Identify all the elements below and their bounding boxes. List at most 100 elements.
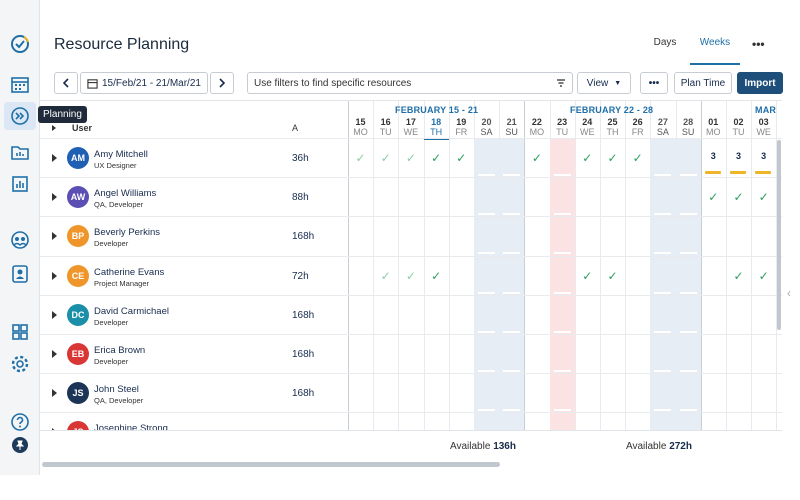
header-expander-icon[interactable] xyxy=(52,125,56,131)
gear-icon[interactable] xyxy=(8,352,32,376)
full-allocation-check-icon[interactable]: ✓ xyxy=(632,151,643,165)
resource-row[interactable]: JS John Steel QA, Developer 168h xyxy=(40,373,782,412)
day-header[interactable]: 22 MO xyxy=(524,117,549,137)
full-allocation-check-icon[interactable]: ✓ xyxy=(431,268,442,283)
resource-row[interactable]: EB Erica Brown Developer 168h xyxy=(40,334,782,373)
full-allocation-check-icon[interactable]: ✓ xyxy=(456,151,467,165)
partial-allocation-check-icon[interactable]: ✓ xyxy=(355,151,366,165)
app-logo-check-icon[interactable] xyxy=(8,32,32,56)
row-expand-icon[interactable] xyxy=(52,389,57,398)
full-allocation-check-icon[interactable]: ✓ xyxy=(531,151,542,165)
apps-grid-icon[interactable] xyxy=(8,320,32,344)
full-allocation-check-icon[interactable]: ✓ xyxy=(733,190,744,205)
allocated-hours-count[interactable]: 3 xyxy=(710,151,716,161)
resource-row[interactable]: AW Angel Williams QA, Developer 88h ✓ ✓ ✓ xyxy=(40,177,782,216)
full-allocation-check-icon[interactable]: ✓ xyxy=(708,190,719,205)
resource-row[interactable]: AM Amy Mitchell UX Designer 36h ✓ ✓ ✓ ✓ ✓ ✓ ✓ ✓ ✓ 3 3 3 xyxy=(40,138,782,177)
day-header[interactable]: 28 SU xyxy=(676,117,701,137)
date-range-picker[interactable]: 15/Feb/21 - 21/Mar/21 xyxy=(80,72,208,94)
collapse-panel-chevron-icon[interactable]: ‹ xyxy=(787,286,791,300)
day-header[interactable]: 23 TU xyxy=(550,117,575,137)
header-more-icon[interactable]: ••• xyxy=(752,37,765,51)
full-allocation-check-icon[interactable]: ✓ xyxy=(582,151,593,165)
tab-weeks[interactable]: Weeks xyxy=(690,37,740,65)
resource-name[interactable]: John Steel xyxy=(94,384,139,396)
resource-name[interactable]: Beverly Perkins xyxy=(94,227,160,239)
day-marker xyxy=(503,252,521,255)
row-expand-icon[interactable] xyxy=(52,350,57,358)
day-header[interactable]: 17 WE xyxy=(398,117,423,137)
user-column-header[interactable]: User xyxy=(72,123,93,133)
day-marker xyxy=(478,174,495,176)
allocated-hours-count[interactable]: 3 xyxy=(735,151,741,161)
full-allocation-check-icon[interactable]: ✓ xyxy=(733,268,744,283)
plan-time-button[interactable]: Plan Time xyxy=(674,72,732,94)
partial-allocation-check-icon[interactable]: ✓ xyxy=(405,268,416,283)
day-header[interactable]: 24 WE xyxy=(575,117,600,137)
day-header[interactable]: 16 TU xyxy=(373,117,398,137)
row-expand-icon[interactable] xyxy=(52,428,57,430)
partial-allocation-check-icon[interactable]: ✓ xyxy=(405,151,416,165)
row-expand-icon[interactable] xyxy=(52,271,57,280)
more-options-button[interactable]: ••• xyxy=(640,72,668,94)
day-header[interactable]: 27 SA xyxy=(650,117,675,137)
full-allocation-check-icon[interactable]: ✓ xyxy=(607,151,618,165)
tab-days[interactable]: Days xyxy=(653,37,677,48)
team-icon[interactable] xyxy=(8,228,32,252)
day-header[interactable]: 20 SA xyxy=(474,117,499,137)
prev-period-button[interactable] xyxy=(54,72,78,94)
planning-expand-icon[interactable] xyxy=(8,104,32,128)
day-header[interactable]: 15 MO xyxy=(348,117,373,137)
resource-row[interactable]: BP Beverly Perkins Developer 168h xyxy=(40,216,782,255)
filter-icon[interactable] xyxy=(556,78,566,88)
next-period-button[interactable] xyxy=(210,72,234,94)
day-number: 15 xyxy=(355,117,366,127)
resource-row[interactable]: DC David Carmichael Developer 168h xyxy=(40,294,782,334)
day-header[interactable]: 18 TH xyxy=(423,117,449,140)
resource-name[interactable]: Amy Mitchell xyxy=(94,149,148,160)
availability-column-header[interactable]: A xyxy=(292,123,299,133)
resource-name[interactable]: David Carmichael xyxy=(94,305,169,317)
day-header[interactable]: 01 MO xyxy=(701,117,726,137)
resource-name[interactable]: Josephine Strong xyxy=(94,423,168,430)
allocated-hours-count[interactable]: 3 xyxy=(761,151,767,161)
calendar-icon[interactable] xyxy=(8,72,32,96)
partial-allocation-check-icon[interactable]: ✓ xyxy=(380,268,391,283)
day-marker xyxy=(654,174,672,176)
resource-row[interactable]: CE Catherine Evans Project Manager 72h ✓ ✓ ✓ ✓ ✓… xyxy=(40,255,782,295)
day-marker xyxy=(503,409,521,412)
row-expand-icon[interactable] xyxy=(52,310,57,319)
day-number: 26 xyxy=(632,117,643,127)
day-column-divider xyxy=(524,101,526,430)
day-column-divider xyxy=(700,101,702,430)
full-allocation-check-icon[interactable]: ✓ xyxy=(431,151,442,165)
full-allocation-check-icon[interactable]: ✓ xyxy=(758,268,769,283)
resource-name[interactable]: Catherine Evans xyxy=(94,266,165,278)
reports-chart-icon[interactable] xyxy=(8,172,32,196)
partial-allocation-check-icon[interactable]: ✓ xyxy=(380,151,391,165)
resource-name[interactable]: Erica Brown xyxy=(94,345,146,356)
horizontal-scrollbar[interactable] xyxy=(42,462,500,467)
day-header[interactable]: 03 WE xyxy=(751,117,776,137)
view-dropdown[interactable]: View ▼ xyxy=(577,72,631,94)
row-expand-icon[interactable] xyxy=(52,154,57,162)
pin-icon[interactable] xyxy=(8,433,32,457)
full-allocation-check-icon[interactable]: ✓ xyxy=(607,268,618,283)
vertical-scrollbar[interactable] xyxy=(777,140,781,330)
user-profile-icon[interactable] xyxy=(8,262,32,286)
day-header[interactable]: 26 FR xyxy=(625,117,650,137)
day-header[interactable]: 21 SU xyxy=(499,117,524,137)
resource-row[interactable]: JS Josephine Strong xyxy=(40,412,782,430)
row-expand-icon[interactable] xyxy=(52,232,57,241)
day-header[interactable]: 02 TU xyxy=(726,117,751,137)
help-icon[interactable] xyxy=(8,410,32,434)
row-expand-icon[interactable] xyxy=(52,193,57,202)
day-header[interactable]: 19 FR xyxy=(449,117,474,137)
full-allocation-check-icon[interactable]: ✓ xyxy=(758,190,769,205)
resource-name[interactable]: Angel Williams xyxy=(94,188,157,200)
full-allocation-check-icon[interactable]: ✓ xyxy=(582,268,593,283)
day-header[interactable]: 25 TH xyxy=(600,117,625,137)
folder-chart-icon[interactable] xyxy=(8,140,32,164)
import-button[interactable]: Import xyxy=(737,72,783,94)
resource-filter-input[interactable]: Use filters to find specific resources xyxy=(247,72,573,94)
